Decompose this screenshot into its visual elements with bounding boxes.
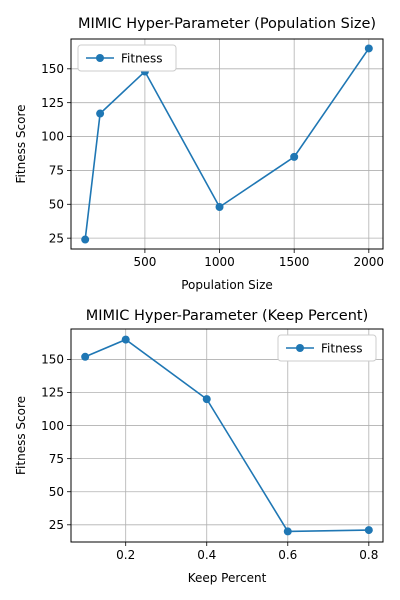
y-tick-label: 25 — [49, 518, 64, 532]
data-point — [81, 235, 90, 244]
x-tick-label: 0.6 — [278, 548, 297, 562]
y-tick-label: 125 — [41, 386, 64, 400]
y-tick-label: 150 — [41, 353, 64, 367]
legend: Fitness — [77, 44, 177, 72]
x-tick-label: 1500 — [279, 255, 310, 269]
y-axis-label: Fitness Score — [14, 396, 28, 475]
series-line — [84, 338, 369, 533]
y-tick-label: 125 — [41, 96, 64, 110]
legend-label: Fitness — [321, 341, 363, 355]
y-tick-label: 25 — [49, 231, 64, 245]
data-point — [290, 152, 299, 161]
axes-frame — [70, 38, 384, 250]
legend-label: Fitness — [121, 51, 163, 65]
x-tick-label: 0.2 — [116, 548, 135, 562]
x-axis-label: Keep Percent — [188, 571, 267, 585]
chart-title: MIMIC Hyper-Parameter (Population Size) — [78, 16, 376, 32]
x-tick-label: 1000 — [204, 255, 235, 269]
series-line — [84, 48, 370, 240]
y-tick-label: 50 — [49, 485, 64, 499]
data-point — [81, 352, 90, 361]
chart-population-size: 500 1000 1500 2000 25 50 75 100 125 150 MIMIC Hype… — [14, 16, 384, 292]
x-tick-label: 0.4 — [197, 548, 216, 562]
legend: Fitness — [277, 334, 377, 362]
data-point — [121, 335, 130, 344]
x-tick-label: 500 — [133, 255, 156, 269]
data-point — [364, 44, 373, 53]
axes-frame — [70, 328, 384, 543]
y-axis-label: Fitness Score — [14, 105, 28, 184]
chart-keep-percent: 0.2 0.4 0.6 0.8 25 50 75 100 125 150 MIMIC Hyper-P… — [14, 308, 384, 585]
data-point — [202, 395, 211, 404]
y-tick-label: 100 — [41, 419, 64, 433]
legend-marker-swatch — [96, 54, 104, 62]
data-point — [364, 526, 373, 535]
y-tick-label: 75 — [49, 452, 64, 466]
legend-box — [277, 334, 377, 362]
x-tick-label: 0.8 — [359, 548, 378, 562]
y-tick-label: 75 — [49, 164, 64, 178]
data-point — [96, 109, 105, 118]
x-tick-label: 2000 — [354, 255, 385, 269]
chart-title: MIMIC Hyper-Parameter (Keep Percent) — [86, 308, 369, 324]
data-point — [283, 527, 292, 536]
legend-box — [77, 44, 177, 72]
y-tick-label: 150 — [41, 62, 64, 76]
data-point — [215, 203, 224, 211]
y-tick-label: 100 — [41, 130, 64, 144]
legend-marker-swatch — [296, 344, 304, 352]
x-axis-label: Population Size — [181, 278, 273, 292]
y-tick-label: 50 — [49, 197, 64, 211]
